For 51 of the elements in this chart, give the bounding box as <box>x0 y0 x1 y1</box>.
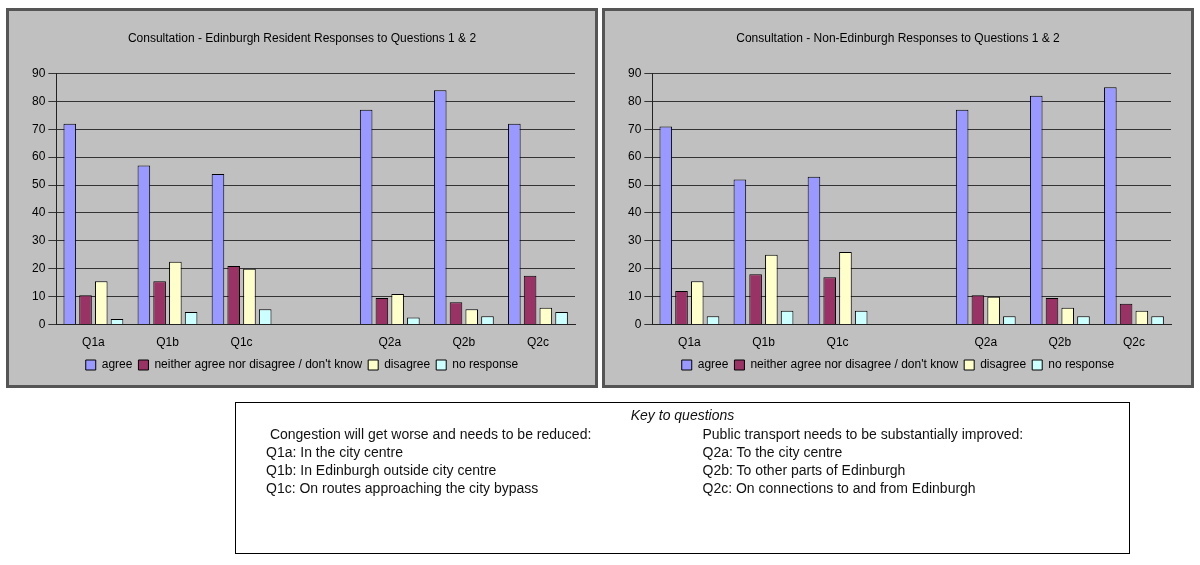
y-tick-label: 60 <box>627 149 642 164</box>
text: Q1a: In the city centre <box>266 443 404 461</box>
x-tick-label: Q1a <box>82 335 106 350</box>
legend-label: disagree <box>384 357 431 372</box>
legend-label: agree <box>101 357 133 372</box>
legend-label: no response <box>452 357 519 372</box>
y-tick-label: 70 <box>31 121 46 136</box>
x-tick-label: Q1c <box>826 335 849 350</box>
x-tick-label: Q2a <box>378 335 402 350</box>
y-tick-label: 10 <box>627 289 642 303</box>
y-tick-label: 80 <box>627 93 642 108</box>
text: Q2c: On connections to and from Edinburgh <box>702 479 977 497</box>
text: Q2a: To the city centre <box>702 443 844 461</box>
y-tick-label: 0 <box>38 316 46 331</box>
y-tick-label: 10 <box>31 289 46 303</box>
chart-title: Consultation - Edinburgh Resident Responses to Questions 1 & 2 <box>127 30 477 45</box>
y-tick-label: 30 <box>31 233 46 248</box>
legend-label: disagree <box>980 357 1027 372</box>
y-tick-label: 0 <box>634 316 642 331</box>
text: Public transport needs to be substantially improved: <box>702 425 1025 443</box>
x-tick-label: Q2c <box>1122 335 1145 350</box>
y-tick-label: 70 <box>627 121 642 136</box>
x-tick-label: Q2a <box>974 335 998 350</box>
y-tick-label: 80 <box>31 93 46 108</box>
y-tick-label: 90 <box>31 65 46 80</box>
text: Q1c: On routes approaching the city bypass <box>266 479 540 497</box>
legend-label: neither agree nor disagree / don't know <box>154 357 363 372</box>
chart-title: Consultation - Non-Edinburgh Responses to Questions 1 & 2 <box>736 30 1061 45</box>
text: Key to questions <box>629 407 736 423</box>
x-tick-label: Q1c <box>230 335 253 350</box>
y-tick-label: 90 <box>627 65 642 80</box>
y-tick-label: 30 <box>627 233 642 248</box>
x-tick-label: Q1b <box>752 335 776 350</box>
legend-label: no response <box>1048 357 1115 372</box>
y-tick-label: 40 <box>627 205 642 220</box>
y-tick-label: 20 <box>31 261 46 276</box>
y-tick-label: 50 <box>31 177 46 192</box>
y-tick-label: 60 <box>31 149 46 164</box>
x-tick-label: Q1b <box>156 335 180 350</box>
x-tick-label: Q1a <box>678 335 702 350</box>
text: Congestion will get worse and needs to be reduced: <box>268 425 593 443</box>
x-tick-label: Q2c <box>526 335 549 350</box>
text: Q2b: To other parts of Edinburgh <box>702 461 907 479</box>
y-tick-label: 40 <box>31 205 46 220</box>
y-tick-label: 20 <box>627 261 642 276</box>
x-tick-label: Q2b <box>1048 335 1072 350</box>
legend-label: neither agree nor disagree / don't know <box>750 357 959 372</box>
legend-label: agree <box>697 357 729 372</box>
y-tick-label: 50 <box>627 177 642 192</box>
text: Q1b: In Edinburgh outside city centre <box>266 461 498 479</box>
x-tick-label: Q2b <box>452 335 476 350</box>
